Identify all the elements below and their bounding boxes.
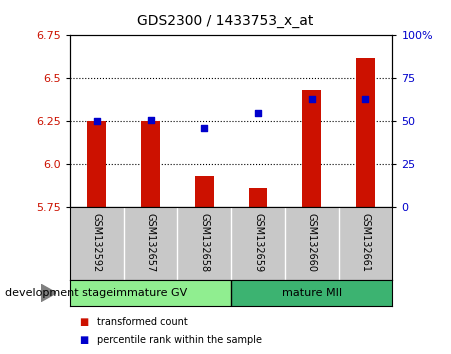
- Text: percentile rank within the sample: percentile rank within the sample: [97, 335, 262, 345]
- Text: development stage: development stage: [5, 288, 113, 298]
- Bar: [249, 188, 267, 207]
- Polygon shape: [41, 284, 56, 302]
- Bar: [141, 121, 160, 207]
- Text: GSM132658: GSM132658: [199, 213, 209, 272]
- Bar: [195, 176, 214, 207]
- Text: GSM132657: GSM132657: [146, 213, 156, 272]
- Bar: [70, 280, 231, 306]
- Point: [254, 110, 262, 115]
- Text: GSM132661: GSM132661: [360, 213, 371, 272]
- Point: [362, 96, 369, 102]
- Text: immature GV: immature GV: [113, 288, 188, 298]
- Bar: [231, 280, 392, 306]
- Text: GDS2300 / 1433753_x_at: GDS2300 / 1433753_x_at: [137, 14, 314, 28]
- Text: GSM132660: GSM132660: [307, 213, 317, 272]
- Bar: [302, 90, 321, 207]
- Text: ■: ■: [79, 317, 88, 327]
- Text: GSM132659: GSM132659: [253, 213, 263, 272]
- Point: [93, 118, 101, 124]
- Text: ■: ■: [79, 335, 88, 345]
- Point: [201, 125, 208, 131]
- Text: transformed count: transformed count: [97, 317, 188, 327]
- Point: [308, 96, 315, 102]
- Bar: [356, 58, 375, 207]
- Bar: [87, 121, 106, 207]
- Point: [147, 117, 154, 122]
- Text: mature MII: mature MII: [282, 288, 342, 298]
- Text: GSM132592: GSM132592: [92, 213, 102, 272]
